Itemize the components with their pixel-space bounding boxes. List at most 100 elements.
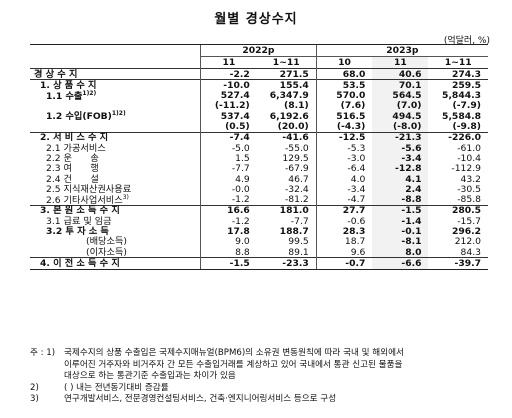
page-title: 월별 경상수지 — [214, 12, 298, 27]
table-cell: -21.3 — [372, 131, 429, 144]
footnote-key: 주 : 1) — [30, 348, 56, 358]
table-cell: 99.5 — [288, 236, 309, 248]
table-cell: -0.6 — [315, 216, 373, 227]
row-label: 경 상 수 지 — [30, 67, 201, 80]
table-cell: 27.7 — [315, 204, 373, 217]
footnote-key — [30, 371, 64, 383]
table-cell: 53.5 — [315, 79, 373, 91]
table-row: 2.3 여 행 -7.7 -67.9 -6.4 -12.8 -112.9 — [30, 163, 488, 175]
table-row: 2.5 지식재산권사용료 -0.0 -32.4 -3.4 2.4 -30.5 — [30, 183, 488, 195]
table-cell: -1.2 — [200, 194, 257, 206]
table-row: 1.1 수출1)2) 527.4 6,347.9 570.0 564.5 5,844.3 — [30, 89, 488, 102]
table-cell: -7.7 — [200, 163, 257, 174]
table-cell: 271.5 — [256, 67, 317, 80]
header-corner — [30, 44, 201, 69]
table-cell: -226.0 — [428, 131, 488, 144]
table-cell: -2.2 — [200, 67, 257, 80]
table-cell: -7.7 — [290, 215, 309, 227]
table-cell: 6,347.9 — [269, 90, 309, 102]
header-col-4: 11 — [372, 56, 429, 69]
table-cell: -0.1 — [372, 226, 429, 237]
header-year-2023: 2023p — [315, 44, 488, 57]
table-cell: -5.0 — [200, 143, 257, 154]
table-cell: -4.7 — [315, 194, 373, 206]
table-cell: 570.0 — [315, 90, 373, 101]
table-cell: -23.3 — [256, 257, 317, 270]
row-label: 1.2 수입(FOB)1)2) — [46, 110, 126, 123]
table-cell: -39.7 — [428, 257, 488, 270]
table-cell: 259.5 — [428, 79, 488, 91]
table-cell: -6.4 — [315, 163, 373, 174]
footnote-key — [30, 360, 64, 372]
table-cell: -67.9 — [284, 163, 309, 175]
row-label — [30, 121, 201, 132]
row-label: 2.5 지식재산권사용료 — [46, 183, 132, 195]
footnote-text: 연구개발서비스, 전문경영컨설팅서비스, 건축·엔지니어링서비스 등으로 구성 — [64, 394, 337, 404]
table-cell: -3.0 — [315, 153, 373, 164]
table-cell: -6.6 — [372, 257, 429, 270]
table-cell: 280.5 — [428, 204, 488, 217]
table-row: 4. 이 전 소 득 수 지 -1.5 -23.3 -0.7 -6.6 -39.7 — [30, 257, 488, 270]
table-cell: 4.1 — [372, 173, 429, 185]
table-cell: 516.5 — [315, 111, 373, 122]
table-cell: 89.1 — [288, 246, 309, 258]
table-cell: 2.4 — [372, 184, 429, 195]
table-cell: -0.7 — [315, 257, 373, 270]
table-cell: -8.1 — [372, 236, 429, 248]
table-cell: (0.5) — [200, 121, 257, 133]
table-row: 1. 상 품 수 지 -10.0 155.4 53.5 70.1 259.5 — [30, 79, 488, 91]
footnote-line: 이루어진 거주자와 비거주자 간 모든 수출입거래를 계상하고 있어 국내에서 … — [30, 360, 500, 372]
table-row: 2.4 건 설 4.9 46.7 4.0 4.1 43.2 — [30, 173, 488, 185]
table-cell: 68.0 — [315, 67, 373, 80]
table-cell: 46.7 — [288, 173, 309, 185]
footnote-line: 3) 연구개발서비스, 전문경영컨설팅서비스, 건축·엔지니어링서비스 등으로 구… — [30, 394, 500, 406]
table-cell: (7.6) — [315, 100, 373, 112]
table-cell: -0.0 — [200, 184, 257, 195]
table-row: 1.2 수입(FOB)1)2) 537.4 6,192.6 516.5 494.5 5,5… — [30, 110, 488, 123]
table-cell: 6,192.6 — [269, 110, 309, 122]
table-row: 3.1 급료 및 임금 -1.2 -7.7 -0.6 -1.4 -15.7 — [30, 215, 488, 227]
table-row: 2.1 가공서비스 -5.0 -55.0 -5.3 -5.6 -61.0 — [30, 143, 488, 154]
table-cell: -30.5 — [457, 183, 481, 195]
row-label: 3. 본 원 소 득 수 지 — [30, 204, 201, 217]
table-cell: -5.6 — [372, 143, 429, 154]
table-cell: -3.4 — [315, 184, 373, 195]
table-cell: 274.3 — [428, 67, 488, 80]
table-cell: -41.6 — [256, 131, 317, 144]
table-row: 2.6 기타사업서비스3) -1.2 -81.2 -4.7 -8.8 -85.8 — [30, 193, 488, 206]
table-cell: -112.9 — [451, 163, 481, 175]
table-cell: 70.1 — [372, 79, 429, 91]
table-cell: 43.2 — [460, 173, 481, 185]
table-cell: 155.4 — [256, 79, 317, 91]
row-label: 2.6 기타사업서비스3) — [46, 193, 129, 206]
table-cell: 296.2 — [451, 226, 481, 237]
table-cell: 16.6 — [200, 204, 257, 217]
table-cell: (-9.8) — [452, 121, 482, 133]
table-cell: 84.3 — [460, 246, 481, 258]
table-cell: -5.3 — [315, 143, 373, 154]
table-cell: 212.0 — [454, 236, 481, 248]
table-cell: 9.6 — [315, 247, 373, 258]
footnote-key: 3) — [30, 394, 39, 404]
table-row: (배당소득) 9.0 99.5 18.7 -8.1 212.0 — [30, 236, 488, 248]
table-row: 2.2 운 송 1.5 129.5 -3.0 -3.4 -10.4 — [30, 153, 488, 164]
table-cell: -8.8 — [372, 194, 429, 206]
table-cell: -1.2 — [200, 216, 257, 227]
table-cell: (8.1) — [284, 100, 309, 112]
row-label: 2.4 건 설 — [46, 173, 99, 185]
table-cell: -3.4 — [372, 153, 429, 164]
row-label: 1. 상 품 수 지 — [30, 79, 201, 91]
table-cell: (-8.0) — [372, 121, 429, 133]
row-label: 2. 서 비 스 수 지 — [30, 131, 201, 144]
footnote-line: 2) ( ) 내는 전년동기대비 증감률 — [30, 383, 500, 395]
header-col-1: 11 — [200, 56, 257, 69]
table-cell: 181.0 — [256, 204, 317, 217]
row-label: (배당소득) — [86, 236, 127, 248]
table-row: (이자소득) 8.8 89.1 9.6 8.0 84.3 — [30, 247, 488, 258]
table-cell: 527.4 — [200, 90, 257, 101]
footnotes: 주 : 1) 국제수지의 상품 수출입은 국제수지매뉴얼(BPM6)의 소유권 변… — [30, 348, 500, 406]
table-cell: -12.8 — [372, 163, 429, 174]
table-cell: -1.5 — [372, 204, 429, 217]
row-label: 2.3 여 행 — [46, 163, 99, 175]
row-label: 1.1 수출1)2) — [46, 89, 97, 102]
